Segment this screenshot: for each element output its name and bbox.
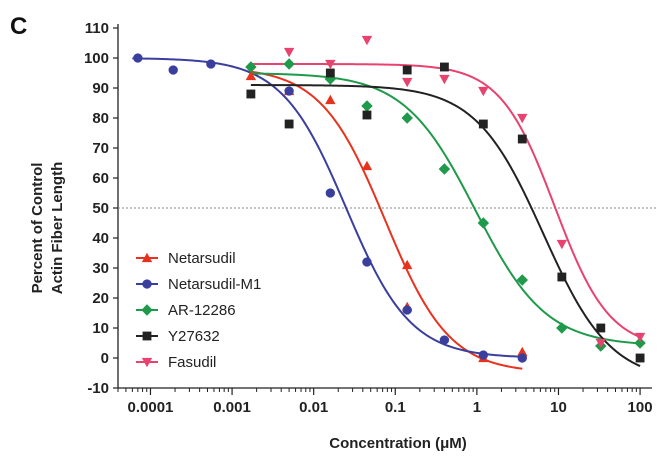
y-tick-label: 30	[92, 260, 109, 277]
data-point-2	[556, 322, 568, 334]
y-tick-label: 90	[92, 80, 109, 97]
data-point-1	[284, 86, 294, 96]
y-axis-label-line2: Actin Fiber Length	[49, 162, 66, 295]
fit-curves	[132, 57, 641, 370]
data-point-2	[516, 274, 528, 286]
panel-label: C	[10, 13, 27, 40]
y-tick-label: 0	[101, 350, 109, 367]
data-point-4	[401, 77, 413, 88]
legend-entry: AR-12286	[168, 302, 236, 319]
data-point-0	[361, 160, 373, 171]
data-point-0	[401, 259, 413, 270]
data-point-3	[325, 68, 335, 78]
data-point-2	[438, 163, 451, 175]
data-point-1	[402, 305, 412, 315]
data-point-3	[402, 65, 412, 75]
fit-curve-2	[250, 72, 641, 345]
data-point-4	[556, 239, 568, 250]
legend-marker	[142, 279, 152, 289]
data-point-4	[595, 338, 606, 349]
y-tick-label: 70	[92, 140, 109, 157]
legend-marker	[141, 252, 153, 263]
legend: Netarsudil Netarsudil-M1 AR-12286 Y27632 Fas…	[136, 250, 261, 371]
data-point-4	[325, 59, 336, 70]
legend-entry: Y27632	[168, 328, 220, 345]
data-point-3	[439, 62, 449, 72]
data-point-1	[478, 350, 489, 360]
data-point-4	[283, 47, 295, 58]
data-point-3	[557, 272, 567, 282]
data-point-1	[439, 335, 450, 345]
fit-curve-4	[250, 63, 641, 338]
data-point-2	[401, 112, 413, 124]
legend-entry: Netarsudil-M1	[168, 276, 261, 293]
data-point-1	[362, 257, 372, 267]
x-tick-label: 0.0001	[128, 399, 174, 416]
data-point-4	[517, 113, 528, 124]
y-tick-label: 10	[92, 320, 109, 337]
data-point-4	[439, 74, 450, 85]
fit-curve-1	[132, 57, 523, 358]
data-point-3	[517, 134, 527, 144]
legend-marker	[142, 331, 152, 341]
data-point-1	[325, 188, 336, 198]
x-tick-label: 0.1	[385, 399, 406, 416]
legend-entry: Fasudil	[168, 354, 216, 371]
y-axis-label-line1: Percent of Control	[29, 163, 46, 294]
x-tick-label: 1	[473, 399, 481, 416]
data-point-2	[361, 100, 373, 112]
y-tick-label: 100	[84, 50, 109, 67]
data-point-4	[361, 35, 373, 46]
x-tick-label: 0.001	[213, 399, 251, 416]
y-tick-label: 80	[92, 110, 109, 127]
legend-entry: Netarsudil	[168, 250, 236, 267]
y-tick-label: 50	[92, 200, 109, 217]
x-tick-label: 100	[628, 399, 653, 416]
data-point-3	[246, 89, 256, 99]
y-tick-label: 60	[92, 170, 109, 187]
x-axis-label: Concentration (μM)	[329, 435, 467, 452]
data-point-3	[478, 119, 488, 129]
y-tick-label: 40	[92, 230, 109, 247]
data-point-1	[133, 53, 143, 63]
y-tick-label: 110	[85, 20, 109, 37]
data-point-2	[477, 217, 490, 229]
data-point-2	[283, 58, 295, 70]
y-tick-label: -10	[87, 380, 109, 397]
fit-curve-3	[250, 84, 641, 367]
data-points	[133, 35, 646, 363]
data-point-4	[478, 86, 489, 97]
data-point-3	[596, 323, 606, 333]
data-point-4	[634, 332, 646, 343]
data-point-2	[634, 337, 646, 349]
x-tick-label: 10	[550, 399, 567, 416]
data-point-2	[245, 61, 257, 73]
data-point-0	[245, 70, 257, 81]
y-tick-label: 20	[92, 290, 109, 307]
data-point-1	[517, 353, 527, 363]
legend-marker	[141, 304, 153, 316]
data-point-3	[362, 110, 372, 120]
data-point-0	[325, 94, 336, 105]
data-point-1	[206, 59, 216, 69]
data-point-3	[284, 119, 294, 129]
legend-marker	[141, 357, 153, 368]
data-point-3	[635, 353, 645, 363]
x-tick-label: 0.01	[299, 399, 328, 416]
data-point-0	[517, 346, 528, 357]
data-point-1	[168, 65, 178, 75]
